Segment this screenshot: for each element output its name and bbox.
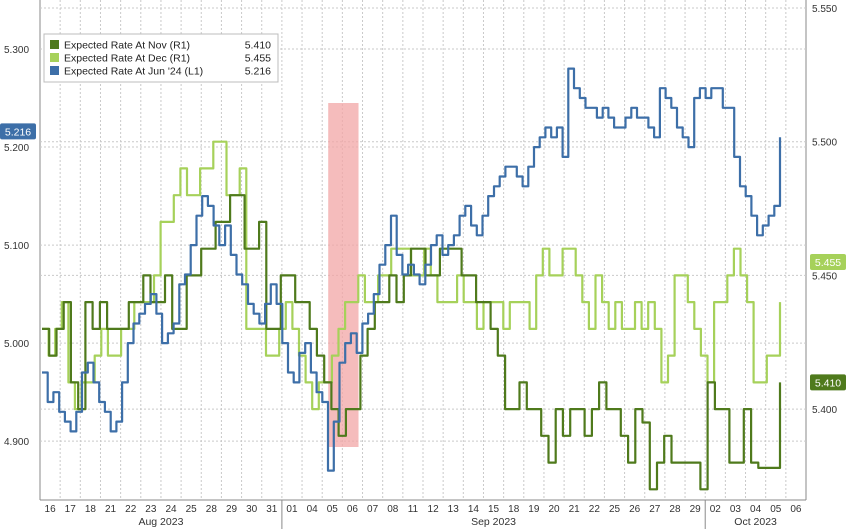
x-tick-label: 03 — [730, 504, 742, 515]
x-tick-label: 29 — [690, 504, 702, 515]
x-tick-label: 18 — [508, 504, 520, 515]
x-tick-label: 28 — [206, 504, 218, 515]
series-line — [42, 67, 782, 472]
legend-item-dec: Expected Rate At Dec (R1) 5.455 — [50, 53, 271, 65]
y-right-tick-label: 5.400 — [812, 405, 837, 416]
value-flag-box — [810, 254, 846, 271]
series-line — [42, 194, 782, 491]
legend-box — [43, 33, 279, 83]
x-tick-label: 04 — [750, 504, 762, 515]
x-tick-label: 21 — [105, 504, 117, 515]
x-tick-label: 02 — [710, 504, 722, 515]
legend-value-nov: 5.410 — [245, 40, 271, 52]
x-tick-label: 16 — [45, 504, 57, 515]
legend-swatch-jun24 — [50, 66, 59, 75]
x-tick-label: 11 — [408, 504, 419, 515]
x-tick-label: 05 — [770, 504, 782, 515]
value-flags: 5.216 5.455 5.410 — [0, 123, 846, 391]
x-tick-label: 01 — [286, 504, 298, 515]
value-flag-box — [810, 374, 846, 391]
x-tick-label: 06 — [347, 504, 359, 515]
x-tick-label: 04 — [307, 504, 319, 515]
legend-label-dec: Expected Rate At Dec (R1) — [64, 53, 190, 65]
y-right-tick-label: 5.550 — [812, 4, 837, 15]
right-axis: 5.550 5.500 5.450 5.400 — [812, 4, 837, 416]
y-left-tick-label: 5.300 — [4, 45, 29, 56]
x-tick-label: 25 — [609, 504, 621, 515]
month-label: Oct 2023 — [734, 516, 777, 528]
x-tick-label: 20 — [548, 504, 560, 515]
legend: Expected Rate At Nov (R1) 5.410 Expected… — [43, 33, 279, 83]
x-tick-label: 15 — [488, 504, 500, 515]
x-tick-label: 08 — [387, 504, 399, 515]
y-left-tick-label: 5.200 — [4, 143, 29, 154]
x-tick-label: 05 — [327, 504, 339, 515]
highlight-region — [328, 103, 359, 447]
legend-value-dec: 5.455 — [245, 53, 271, 65]
legend-label-jun24: Expected Rate At Jun '24 (L1) — [64, 66, 203, 78]
x-tick-label: 28 — [669, 504, 681, 515]
value-flag-text: 5.410 — [815, 377, 841, 389]
legend-item-jun24: Expected Rate At Jun '24 (L1) 5.216 — [50, 66, 271, 78]
y-left-tick-label: 4.900 — [4, 437, 29, 448]
x-tick-label: 07 — [367, 504, 379, 515]
x-tick-label: 27 — [649, 504, 661, 515]
value-flag-box — [0, 123, 36, 140]
y-left-tick-label: 5.100 — [4, 241, 29, 252]
x-tick-label: 17 — [65, 504, 77, 515]
y-right-tick-label: 5.450 — [812, 271, 837, 282]
x-tick-label: 19 — [528, 504, 540, 515]
y-right-tick-label: 5.500 — [812, 138, 837, 149]
month-label: Sep 2023 — [471, 516, 516, 528]
legend-swatch-dec — [50, 53, 59, 62]
x-tick-label: 26 — [629, 504, 641, 515]
y-left-tick-label: 5.000 — [4, 339, 29, 350]
x-tick-label: 21 — [569, 504, 581, 515]
left-axis: 5.300 5.200 5.100 5.000 4.900 — [4, 45, 29, 448]
highlight-rect — [328, 103, 359, 447]
x-tick-label: 31 — [266, 504, 278, 515]
x-tick-label: 30 — [246, 504, 258, 515]
x-tick-label: 12 — [428, 504, 440, 515]
x-tick-label: 23 — [145, 504, 157, 515]
x-tick-label: 29 — [226, 504, 238, 515]
legend-swatch-nov — [50, 40, 59, 49]
x-tick-label: 13 — [448, 504, 460, 515]
plot-lines — [42, 67, 782, 491]
x-tick-label: 06 — [790, 504, 802, 515]
x-tick-label: 22 — [125, 504, 137, 515]
x-axis: 16 17 18 21 22 23 24 25 28 29 30 31 01 04 05 06 07 08 11 12… — [45, 500, 802, 529]
x-tick-label: 24 — [165, 504, 177, 515]
value-flag-text: 5.216 — [5, 126, 31, 138]
x-tick-label: 14 — [468, 504, 480, 515]
x-tick-label: 22 — [589, 504, 601, 515]
value-flag-text: 5.455 — [815, 257, 841, 269]
x-tick-label: 25 — [186, 504, 198, 515]
legend-item-nov: Expected Rate At Nov (R1) 5.410 — [50, 40, 271, 52]
legend-value-jun24: 5.216 — [245, 66, 271, 78]
legend-label-nov: Expected Rate At Nov (R1) — [64, 40, 190, 52]
x-tick-label: 18 — [85, 504, 97, 515]
month-label: Aug 2023 — [138, 516, 183, 528]
